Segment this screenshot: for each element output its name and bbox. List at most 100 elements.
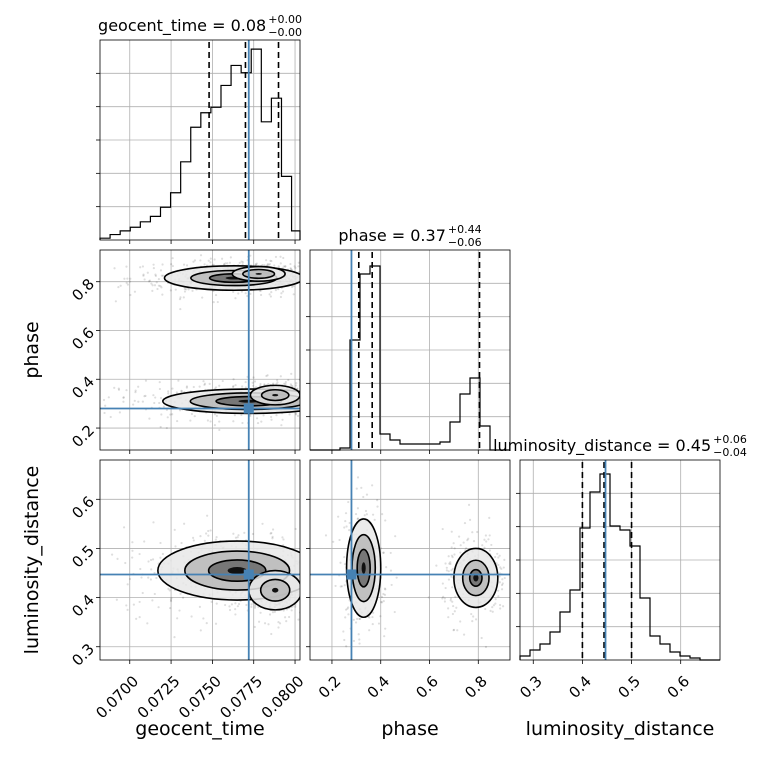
sample-point: [138, 552, 141, 556]
sample-point: [302, 603, 304, 605]
sample-point: [343, 638, 346, 642]
sample-point: [142, 273, 145, 276]
sample-point: [332, 540, 335, 543]
sample-point: [375, 295, 377, 297]
sample-point: [177, 379, 180, 382]
sample-point: [315, 402, 317, 404]
sample-point: [514, 581, 516, 583]
sample-point: [137, 385, 140, 388]
sample-point: [288, 413, 291, 416]
sample-point: [102, 398, 106, 402]
sample-point: [246, 294, 249, 298]
sample-point: [311, 264, 313, 266]
sample-point: [254, 386, 258, 389]
sample-point: [303, 590, 305, 592]
histogram-step: [519, 473, 720, 661]
sample-point: [339, 387, 341, 389]
sample-point: [465, 547, 468, 550]
sample-point: [453, 553, 456, 556]
sample-point: [352, 618, 355, 621]
sample-point: [267, 263, 270, 266]
sample-point: [107, 396, 110, 399]
sample-point: [214, 538, 217, 541]
sample-point: [162, 274, 165, 277]
sample-point: [260, 420, 263, 423]
sample-point: [169, 598, 173, 601]
sample-point: [314, 398, 316, 400]
sample-point: [456, 629, 459, 632]
sample-point: [266, 374, 269, 377]
sample-point: [234, 613, 237, 616]
density-peak: [272, 393, 279, 397]
sample-point: [199, 629, 202, 632]
sample-point: [326, 396, 328, 398]
sample-point: [332, 402, 334, 404]
sample-point: [134, 391, 137, 394]
sample-point: [466, 539, 469, 542]
sample-point: [326, 403, 328, 405]
sample-point: [383, 587, 387, 590]
sample-point: [313, 590, 315, 592]
sample-point: [386, 409, 388, 411]
sample-point: [176, 617, 179, 620]
sample-point: [371, 513, 375, 516]
sample-point: [169, 413, 172, 416]
sample-point: [356, 517, 359, 521]
sample-point: [170, 596, 173, 600]
sample-point: [301, 384, 303, 386]
sample-point: [484, 607, 487, 611]
sample-point: [146, 622, 149, 625]
sample-point: [318, 264, 320, 266]
sample-point: [294, 266, 297, 269]
sample-point: [355, 617, 359, 620]
sample-point: [489, 609, 492, 612]
sample-point: [450, 569, 453, 572]
sample-point: [233, 414, 236, 417]
sample-point: [330, 576, 332, 578]
title-upper-error: +0.44: [448, 223, 482, 236]
title-upper-error: +0.00: [268, 13, 302, 26]
sample-point: [343, 526, 346, 529]
sample-point: [181, 596, 185, 599]
sample-point: [441, 527, 444, 531]
sample-point: [303, 383, 305, 385]
sample-point: [364, 680, 366, 682]
sample-point: [315, 581, 317, 583]
sample-point: [289, 268, 292, 271]
sample-point: [148, 417, 151, 420]
sample-point: [236, 536, 239, 539]
sample-point: [500, 583, 504, 587]
sample-point: [326, 402, 328, 404]
sample-point: [185, 288, 188, 291]
y-tick-label: 0.6: [68, 493, 98, 523]
sample-point: [311, 263, 313, 265]
sample-point: [157, 277, 161, 281]
sample-point: [371, 484, 374, 487]
sample-point: [451, 556, 454, 559]
sample-point: [316, 263, 318, 265]
sample-point: [232, 384, 235, 388]
sample-point: [301, 390, 303, 392]
sample-point: [159, 396, 163, 400]
sample-point: [180, 541, 183, 545]
sample-point: [301, 415, 303, 417]
sample-point: [325, 269, 327, 271]
sample-point: [159, 425, 162, 429]
sample-point: [215, 414, 218, 417]
sample-point: [348, 529, 351, 532]
sample-point: [249, 254, 252, 257]
sample-point: [152, 521, 155, 524]
sample-point: [210, 247, 212, 249]
sample-point: [271, 537, 274, 540]
sample-point: [498, 554, 501, 557]
sample-point: [305, 593, 307, 595]
sample-point: [359, 617, 362, 621]
sample-point: [344, 394, 346, 396]
sample-point: [491, 610, 494, 613]
sample-point: [305, 381, 307, 383]
sample-point: [139, 567, 142, 571]
sample-point: [377, 279, 379, 281]
sample-point: [347, 500, 350, 504]
sample-point: [304, 387, 306, 389]
sample-point: [302, 571, 304, 573]
